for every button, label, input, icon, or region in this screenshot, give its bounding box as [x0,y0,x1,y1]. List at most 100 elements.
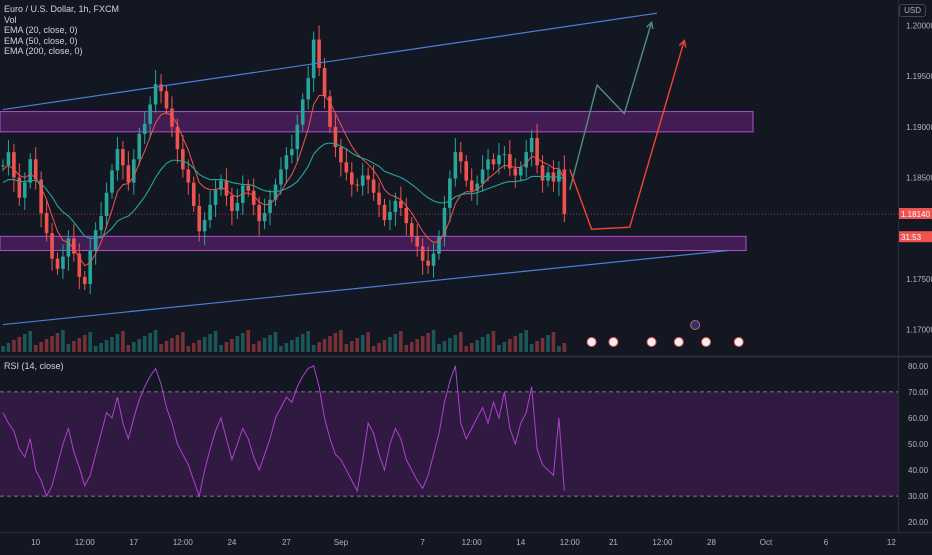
candle-body [475,183,479,191]
candle-body [322,67,327,97]
time-tick-label: 7 [420,538,425,547]
volume-bar [448,338,452,352]
rsi-line [2,365,565,498]
volume-bar [415,339,419,352]
candle-body [513,168,518,176]
candle-body [257,204,261,222]
candle-body [219,180,223,190]
volume-bar [535,341,539,352]
rsi-tick-label: 20.00 [908,518,929,527]
candle-body [371,179,376,193]
candle-body [290,149,294,156]
rsi-band [0,391,898,497]
candle-body [540,165,545,181]
volume-bar [164,341,169,352]
volume-bar [273,332,278,352]
event-marker [701,337,712,347]
volume-bar [93,346,98,352]
volume-bar [350,341,354,352]
candle-body [132,159,136,183]
rsi-tick-label: 40.00 [908,466,929,475]
volume-bar [219,345,223,352]
volume-bar [333,333,338,352]
price-label-box [899,208,932,220]
candle-body [208,204,212,221]
volume-bar [235,336,240,352]
candle-body [268,199,272,213]
volume-bar [126,345,131,352]
volume-bar [524,330,528,352]
volume-bar [551,332,556,352]
candle-body [28,159,33,183]
volume-bar [159,344,163,352]
candle-body [431,253,436,266]
event-marker [690,320,701,330]
volume-bar [295,337,300,352]
price-label-text: 1.18140 [901,210,930,219]
volume-bar [121,331,125,352]
currency-button[interactable]: USD [899,4,926,17]
candle-body [202,220,207,232]
volume-bar [230,339,234,352]
volume-bar [17,337,22,352]
volume-bar [437,344,441,352]
candle-body [82,276,87,284]
candle-body [295,124,300,150]
rsi-tick-label: 50.00 [908,440,929,449]
volume-bar [475,340,479,352]
red-projection-arrowhead [678,39,687,48]
volume-bar [399,331,403,352]
volume-bar [557,346,561,352]
volume-bar [39,342,43,352]
time-tick-label: 10 [31,538,40,547]
candle-body [426,260,430,266]
ema20-line [2,94,565,267]
symbol-title: Euro / U.S. Dollar, 1h, FXCM [4,4,120,14]
time-tick-label: Sep [334,538,349,547]
volume-bar [540,338,545,352]
candle-body [262,213,267,222]
candle-body [23,182,27,198]
volume-bar [1,346,5,352]
volume-bar [191,343,196,352]
time-tick-label: 21 [609,538,618,547]
volume-legend: Vol [4,14,17,25]
volume-bar [284,343,289,352]
candle-body [50,233,54,259]
candle-body [33,159,38,180]
volume-bar [110,337,114,352]
volume-bar [137,339,142,352]
candle-body [557,169,561,182]
volume-bar [306,331,310,352]
candle-body [66,238,71,257]
volume-bar [393,334,398,352]
candle-body [279,169,283,185]
event-marker [586,337,597,347]
rsi-tick-label: 30.00 [908,492,929,501]
volume-bar [317,342,321,352]
volume-bar [290,340,294,352]
red-projection [569,40,685,230]
volume-bar [132,342,136,352]
volume-bar [366,332,370,352]
volume-bar [99,343,103,352]
candle-body [246,185,251,191]
volume-bar [311,345,316,352]
candle-body [339,147,343,163]
green-projection-arrowhead [646,20,654,30]
candle-body [399,200,403,208]
volume-bar [404,345,409,352]
candle-body [88,250,92,284]
candle-body [404,207,409,224]
time-tick-label: 12 [887,538,896,547]
time-tick-label: 12:00 [560,538,581,547]
candle-body [230,195,234,211]
volume-bar [148,333,152,352]
event-marker [646,337,657,347]
volume-bar [339,330,343,352]
volume-bar [442,341,447,352]
time-tick-label: Oct [760,538,773,547]
ema50-line [2,142,565,239]
time-tick-label: 12:00 [462,538,483,547]
